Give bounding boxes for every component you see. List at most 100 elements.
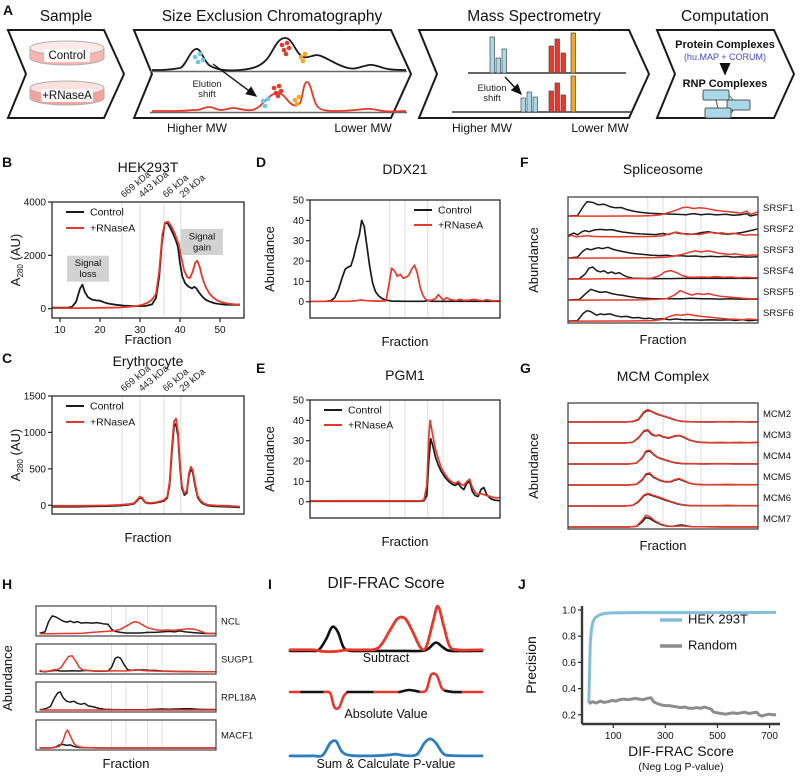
panel-label-j: J <box>518 576 526 592</box>
gridlines <box>389 400 444 518</box>
annotation-box <box>181 229 223 255</box>
svg-text:10: 10 <box>54 325 66 336</box>
header-computation: Computation <box>681 8 769 25</box>
series-group <box>52 417 241 509</box>
svg-text:20: 20 <box>293 257 305 268</box>
step-label: Sum & Calculate P-value <box>317 757 456 771</box>
sec-higher-mw: Higher MW <box>167 121 228 135</box>
header-ms: Mass Spectrometry <box>467 8 601 25</box>
svg-text:0: 0 <box>40 304 46 315</box>
series-MCM4-rnasea <box>568 449 758 465</box>
panel-label-g: G <box>520 360 531 376</box>
sec-lower-mw: Lower MW <box>334 121 392 135</box>
ms-elution-label-2: shift <box>483 93 501 104</box>
axis-ticks: 0 500 1000 1500 <box>24 392 52 512</box>
svg-text:700: 700 <box>761 731 778 742</box>
chevron-ms <box>417 29 651 119</box>
svg-text:Control: Control <box>90 401 124 413</box>
svg-text:40: 40 <box>293 216 305 227</box>
svg-text:0.2: 0.2 <box>562 710 576 721</box>
panel-label-h: H <box>2 576 13 592</box>
sec-traces: Elution shift <box>150 37 407 114</box>
schematic-trace <box>288 604 484 654</box>
svg-text:40: 40 <box>174 325 186 336</box>
panel-label-c: C <box>2 350 13 366</box>
panel-label-b: B <box>2 154 13 170</box>
y-axis-label: A280 (AU) <box>8 429 25 481</box>
svg-text:2000: 2000 <box>24 251 47 262</box>
series-MCM6-rnasea <box>568 492 758 507</box>
svg-text:0: 0 <box>298 497 304 508</box>
series-+RNaseA <box>310 419 500 502</box>
series-Random <box>588 696 777 718</box>
series-+RNaseA <box>310 264 500 303</box>
annotation-box <box>67 255 109 282</box>
x-axis-label: Fraction <box>125 530 172 545</box>
y-axis-label: Precision <box>523 636 539 694</box>
y-axis-label: Abundance <box>262 426 277 492</box>
x-axis-label: Fraction <box>640 538 687 553</box>
chart-precision: 0.2 0.4 0.6 0.8 1.0 100 300 500 700 HEK 293T Rando… <box>523 605 780 773</box>
svg-text:0.8: 0.8 <box>562 632 576 643</box>
svg-text:10: 10 <box>293 477 305 488</box>
series-MACF1-rnasea <box>39 729 216 749</box>
svg-text:+RNaseA: +RNaseA <box>348 420 393 432</box>
ms-bars-top <box>489 32 576 74</box>
y-axis-label: Abundance <box>262 226 277 292</box>
legend: HEK 293T Random <box>660 612 748 653</box>
svg-text:1500: 1500 <box>24 392 47 403</box>
svg-text:Control: Control <box>90 207 124 219</box>
schematic-trace <box>323 690 349 711</box>
series-+RNaseA <box>52 417 241 508</box>
panel-label-a: A <box>3 2 14 18</box>
rnp-complexes-label: RNP Complexes <box>683 78 768 90</box>
series-Control <box>310 219 500 303</box>
svg-text:4000: 4000 <box>24 198 47 209</box>
legend: Control +RNaseA <box>66 401 135 429</box>
plot-box <box>51 201 245 319</box>
axis-ticks: 0 10 20 30 40 50 <box>293 196 310 308</box>
series-MCM3-rnasea <box>568 429 759 444</box>
series-SRSF1-control <box>567 200 759 217</box>
svg-text:1.0: 1.0 <box>562 605 576 616</box>
row-label-SRSF6: SRSF6 <box>763 308 794 319</box>
svg-text:30: 30 <box>293 436 305 447</box>
y-axis-label: A280 (AU) <box>8 234 25 286</box>
row-label-MACF1: MACF1 <box>221 731 253 742</box>
series-+RNaseA <box>52 220 241 309</box>
ms-plots: Elution shift <box>452 32 632 113</box>
series-group <box>310 419 500 503</box>
y-axis-label: Abundance <box>526 227 541 293</box>
plot-box <box>309 199 501 319</box>
series-Control <box>310 437 500 503</box>
computation-content: Protein Complexes (hu.MAP + CORUM) RNP C… <box>675 39 775 119</box>
svg-text:0: 0 <box>40 501 46 512</box>
row-label-SRSF5: SRSF5 <box>763 287 794 298</box>
series-SUGP1-rnasea <box>39 654 216 673</box>
x-axis-label: Fraction <box>382 534 429 549</box>
plot-box <box>51 395 245 515</box>
protein-complexes-label: Protein Complexes <box>675 39 775 51</box>
ms-lower-mw: Lower MW <box>571 121 629 135</box>
svg-text:40: 40 <box>293 416 305 427</box>
chart-pgm1: 0 10 20 30 40 50 Control +RNaseA PGM1 Fraction Abu… <box>262 367 501 549</box>
row-label-NCL: NCL <box>221 617 240 628</box>
series-group <box>52 220 241 309</box>
panel-label-e: E <box>256 360 266 376</box>
sec-control-trace <box>151 37 407 72</box>
axis-ticks: 0 2000 4000 10 20 30 40 50 <box>24 198 226 337</box>
svg-text:500: 500 <box>29 464 46 475</box>
series-SRSF1-rnasea <box>568 206 759 217</box>
svg-text:500: 500 <box>709 731 726 742</box>
svg-text:50: 50 <box>214 325 226 336</box>
series-HEK 293T <box>587 610 777 704</box>
row-label-SUGP1: SUGP1 <box>221 655 253 666</box>
row-label-SRSF3: SRSF3 <box>763 245 794 256</box>
dish-label-control: Control <box>48 50 85 62</box>
chart-title: DDX21 <box>382 161 427 177</box>
sec-elution-label-1: Elution <box>192 79 221 90</box>
legend: Control +RNaseA <box>324 405 393 432</box>
svg-text:Control: Control <box>438 205 472 217</box>
